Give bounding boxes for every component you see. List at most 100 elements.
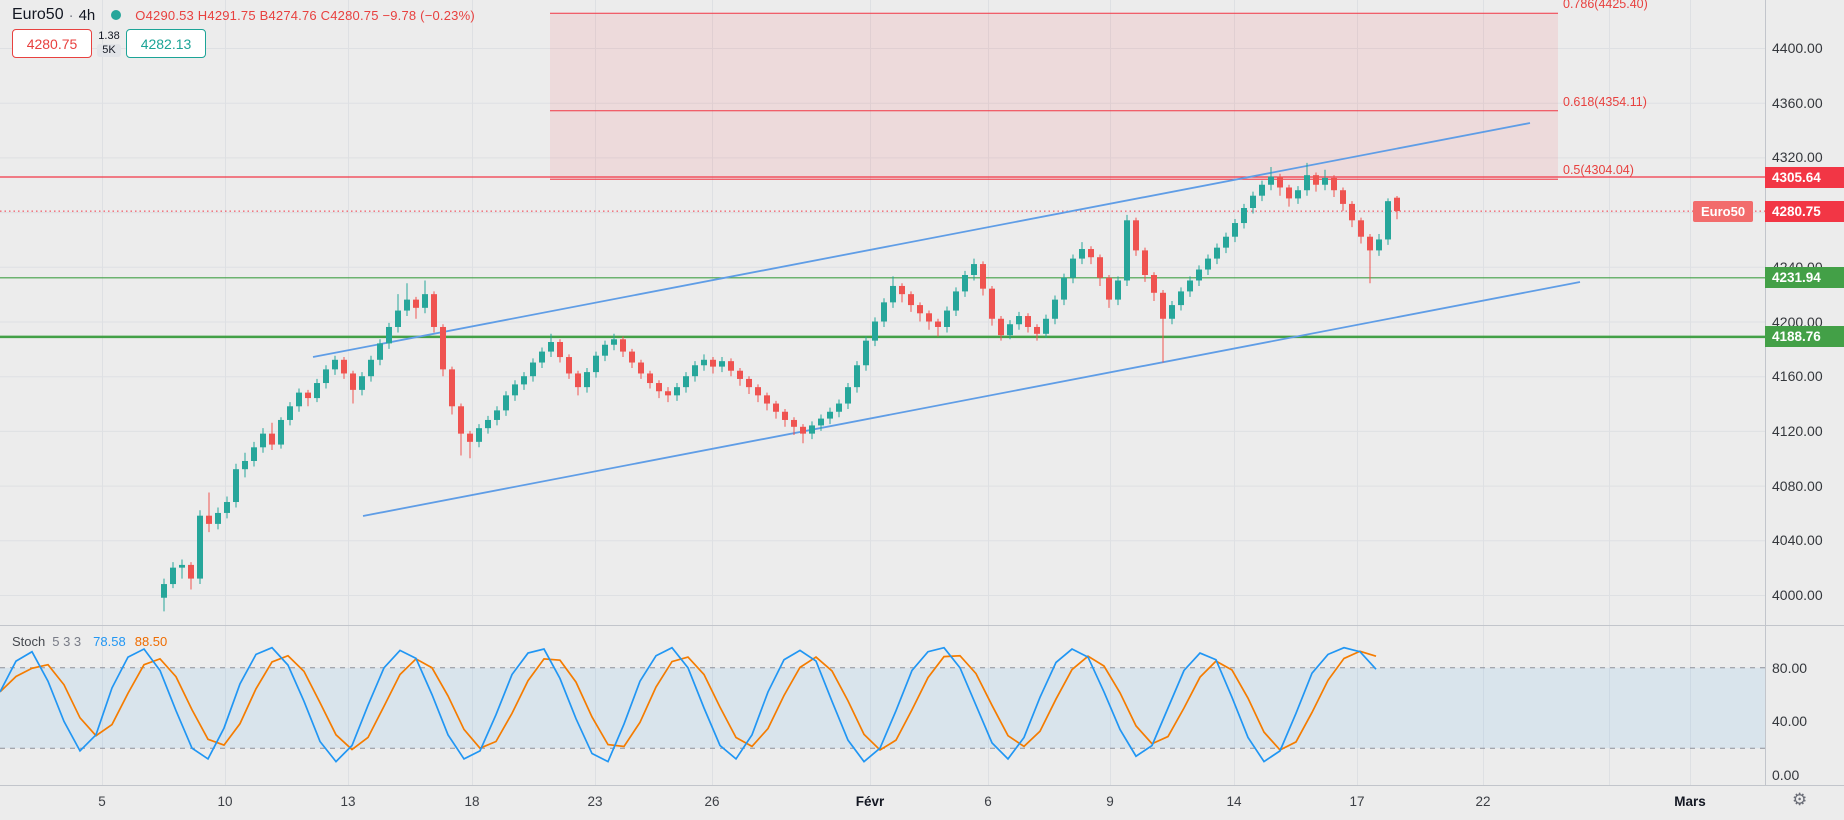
candle [593,351,599,378]
candle [962,270,968,297]
candle [890,276,896,308]
stochastic-pane [0,646,1765,763]
time-axis-label: 22 [1475,794,1491,809]
candle [1151,272,1157,301]
candle [539,347,545,368]
symbol-price-tag[interactable]: Euro50 [1693,200,1754,222]
candle [854,361,860,393]
candle [170,562,176,589]
timeframe-label[interactable]: 4h [78,6,96,24]
candle [818,414,824,431]
candle [1241,203,1247,229]
candle [683,372,689,393]
candle [458,403,464,456]
candle [278,417,284,449]
spread-value: 1.38 [98,30,120,42]
candle [872,317,878,347]
candle [1358,217,1364,244]
fib-level-label: 0.786(4425.40) [1563,0,1648,12]
symbol-name[interactable]: Euro50 [12,6,64,23]
candle [746,376,752,394]
candle [1016,311,1022,330]
support2-price-badge[interactable]: 4188.76 [1765,326,1844,348]
candle [1376,233,1382,256]
candle [1034,324,1040,341]
candle [314,378,320,403]
trend-channel-lines[interactable] [312,122,1581,517]
candle [908,291,914,312]
resistance-price-badge[interactable]: 4305.64 [1765,166,1844,188]
candle [899,283,905,303]
time-axis-label: 6 [984,794,992,809]
sell-button[interactable]: 4280.75 [12,29,92,58]
support1-price-badge[interactable]: 4231.94 [1765,267,1844,289]
candle [530,358,536,382]
current-price-badge[interactable]: 4280.75 [1765,200,1844,222]
time-axis-label: 10 [217,794,233,809]
candle [377,339,383,366]
candle [1313,172,1319,192]
candle [557,339,563,363]
candle [1205,254,1211,276]
price-axis-label: 4200.00 [1772,313,1823,330]
candle [1160,290,1166,363]
candle [1097,254,1103,286]
candle [1340,187,1346,211]
candle [638,359,644,379]
candle [1277,173,1283,196]
support-resistance-lines[interactable] [0,176,1765,339]
price-axis-label: 4040.00 [1772,532,1823,549]
fib-retracement-zone[interactable] [550,12,1558,180]
candle [1115,276,1121,306]
time-axis-label: 5 [98,794,106,809]
candle [602,340,608,362]
grid-layer [0,0,1765,785]
market-status-icon [111,10,122,20]
stoch-title[interactable]: Stoch [12,634,46,649]
buy-button[interactable]: 4282.13 [126,29,206,58]
time-axis-label: 18 [464,794,480,809]
price-axis[interactable]: 4400.004360.004320.004240.004200.004160.… [1765,0,1844,785]
price-axis-label: 4160.00 [1772,368,1823,385]
candle [287,402,293,426]
candle [863,336,869,371]
time-axis-label: 13 [340,794,356,809]
price-axis-label: 4320.00 [1772,149,1823,166]
candle [197,510,203,585]
candle [1250,191,1256,214]
candle [332,355,338,375]
candle [1232,218,1238,243]
price-axis-label: 4000.00 [1772,587,1823,603]
spread-qty-column: 1.38 5K [92,29,126,58]
candle [1007,320,1013,340]
candle [1322,169,1328,191]
candle [1124,214,1130,286]
candle [737,367,743,386]
candle [719,357,725,373]
quantity-selector[interactable]: 5K [97,44,121,57]
candle [1394,196,1400,220]
time-axis-label: 26 [704,794,720,809]
candle [800,424,806,444]
candle [521,372,527,390]
candle [809,421,815,440]
candle [1178,287,1184,311]
candle [503,391,509,416]
candle [1259,180,1265,202]
price-axis-label: 4360.00 [1772,94,1823,111]
candle [404,283,410,317]
candle [1079,242,1085,265]
time-axis[interactable]: 5 10 13 18 23 26 Févr 6 9 14 17 22 Mars [0,785,1844,820]
candle [1385,198,1391,245]
candle [611,333,617,351]
candle [368,355,374,382]
candle [1133,217,1139,256]
candle [476,424,482,448]
settings-icon[interactable]: ⚙ [1792,790,1808,809]
candle [1025,313,1031,333]
candle [782,409,788,427]
price-axis-label: 4080.00 [1772,477,1823,494]
candle [1331,175,1337,198]
candle [233,463,239,508]
